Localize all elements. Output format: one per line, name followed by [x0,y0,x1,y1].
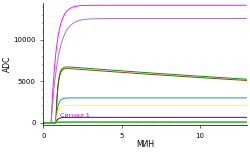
Text: Сигнал 1: Сигнал 1 [60,113,89,118]
Y-axis label: ADC: ADC [3,56,12,72]
X-axis label: МИН: МИН [136,140,154,149]
